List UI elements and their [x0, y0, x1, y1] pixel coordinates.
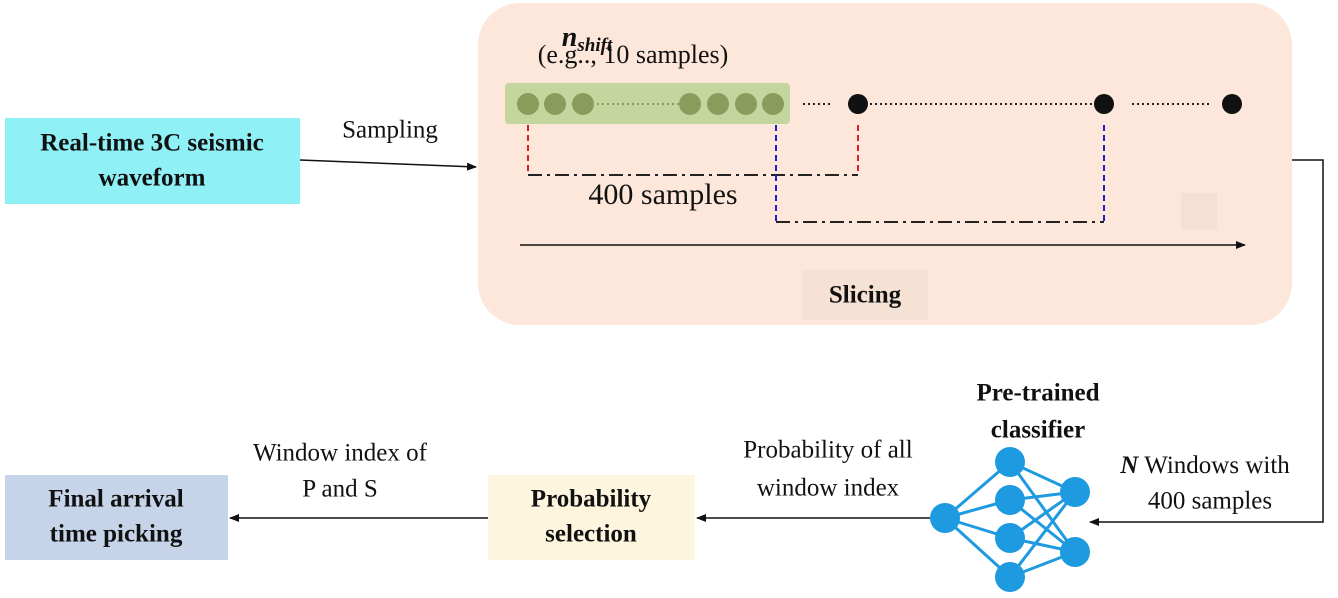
- arrow: [299, 159, 477, 171]
- sample-dot: [1094, 94, 1114, 114]
- network-node: [930, 503, 960, 533]
- shift-note: (e.g.., 10 samples): [538, 40, 729, 69]
- input-label: Real-time 3C seismic: [40, 130, 264, 157]
- sample-dot: [762, 93, 784, 115]
- network-node: [995, 523, 1025, 553]
- slicing-label: Slicing: [829, 282, 902, 309]
- sample-dot: [1222, 94, 1242, 114]
- classifier-label: classifier: [991, 417, 1085, 444]
- output-label: time picking: [50, 521, 183, 548]
- sample-dot: [735, 93, 757, 115]
- selection-label: Probability: [531, 486, 652, 513]
- edge-label: Window index of: [253, 440, 428, 467]
- shift-subscript: shift: [576, 35, 613, 56]
- arrow: [1089, 159, 1324, 526]
- window-size: 400 samples: [588, 178, 737, 211]
- shift-symbol-main: n: [562, 22, 578, 53]
- sample-dot: [544, 93, 566, 115]
- edge-label-line: Windows with: [1144, 452, 1290, 479]
- classifier-label: Pre-trained: [976, 380, 1099, 407]
- slicing-label-box: [802, 270, 928, 320]
- shift-symbol: nshift: [562, 22, 613, 56]
- network-edge: [1008, 461, 1077, 553]
- placeholder: [1181, 193, 1217, 229]
- network-icon: [930, 447, 1090, 592]
- selection-box: [488, 475, 695, 560]
- edge-label: N Windows with: [1119, 452, 1290, 479]
- edge-label: Sampling: [342, 117, 438, 144]
- output-box: [5, 475, 228, 560]
- sample-dot: [679, 93, 701, 115]
- network-node: [1060, 537, 1090, 567]
- input-label: waveform: [99, 165, 206, 192]
- network-node: [995, 485, 1025, 515]
- selection-label: selection: [545, 521, 637, 548]
- sample-dot: [848, 94, 868, 114]
- sample-dot: [517, 93, 539, 115]
- edge-label: window index: [757, 475, 900, 502]
- network-node: [995, 562, 1025, 592]
- samples: [517, 93, 1242, 115]
- edge-label: 400 samples: [1148, 488, 1272, 515]
- network-node: [1060, 477, 1090, 507]
- network-edge: [1008, 491, 1077, 578]
- output-label: Final arrival: [48, 486, 183, 513]
- edge-label: Probability of all: [743, 437, 912, 464]
- edge-label: P and S: [302, 476, 377, 503]
- count-symbol: N: [1119, 452, 1139, 479]
- input-box: [5, 118, 300, 204]
- network-node: [995, 447, 1025, 477]
- sample-dot: [572, 93, 594, 115]
- sample-dot: [707, 93, 729, 115]
